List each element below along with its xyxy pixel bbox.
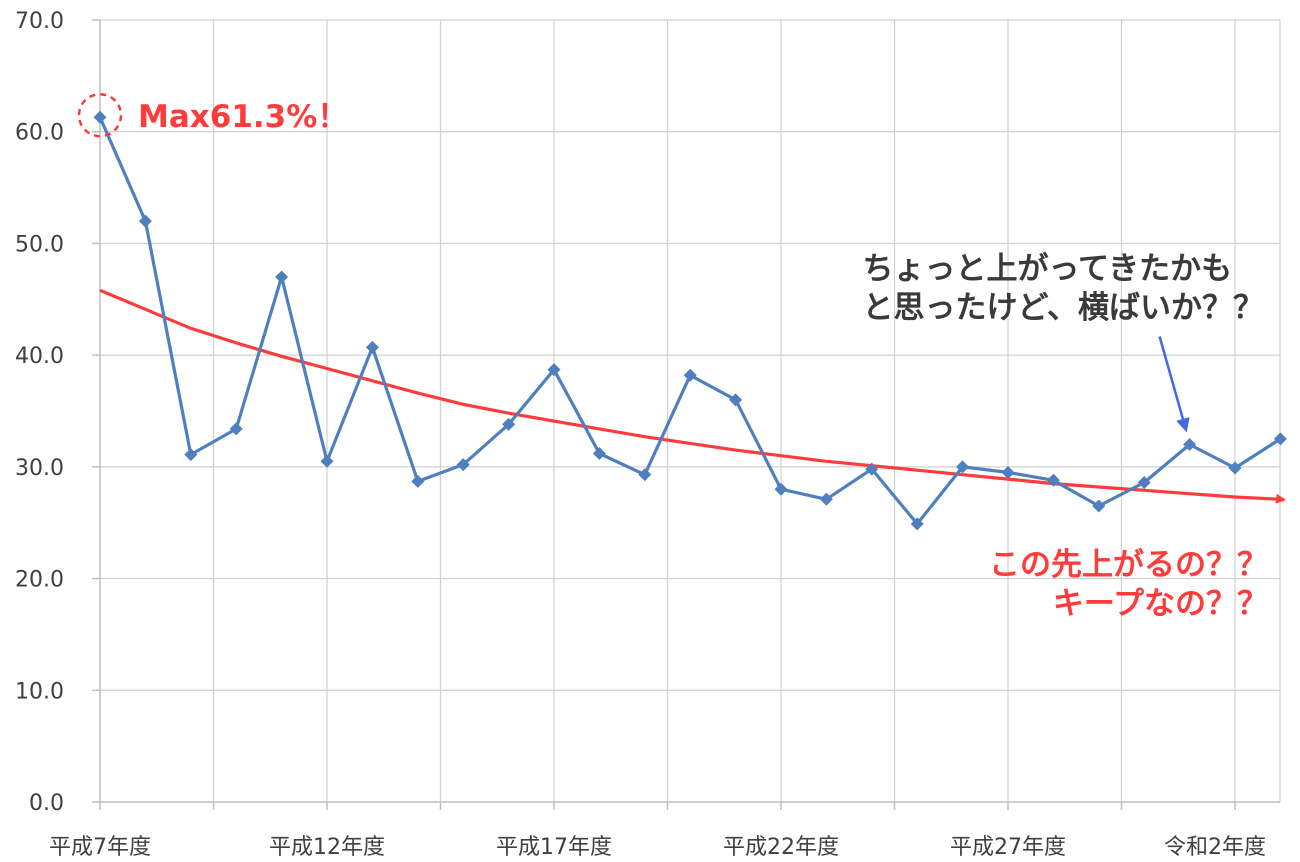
x-tick-label: 平成17年度 xyxy=(496,835,612,860)
future-comment: この先上がるの？？ キープなの？？ xyxy=(989,546,1268,624)
data-point xyxy=(138,214,152,228)
rising-comment: ちょっと上がってきたかも と思ったけど、横ばいか？？ xyxy=(863,250,1264,328)
data-point xyxy=(93,110,107,124)
data-point xyxy=(865,462,879,476)
rising-comment-line-2: と思ったけど、横ばいか？？ xyxy=(862,289,1264,326)
pointer-arrow xyxy=(1158,336,1190,433)
grid xyxy=(100,19,1281,802)
y-tick-label: 50.0 xyxy=(15,232,64,257)
y-tick-label: 10.0 xyxy=(15,679,64,704)
x-tick-label: 平成12年度 xyxy=(269,835,385,860)
series xyxy=(93,110,1287,531)
data-point xyxy=(1273,432,1287,446)
data-point xyxy=(456,458,470,472)
data-point xyxy=(1228,461,1242,475)
data-point xyxy=(729,393,743,407)
data-point xyxy=(320,454,334,468)
data-point xyxy=(1001,465,1015,479)
data-point xyxy=(229,422,243,436)
data-point xyxy=(1183,438,1197,452)
y-tick-label: 60.0 xyxy=(15,121,64,146)
data-point xyxy=(184,448,198,462)
axes: 0.0 10.0 20.0 30.0 40.0 50.0 60.0 70.0 平成7年度 平成12… xyxy=(15,9,1280,860)
data-point xyxy=(592,446,606,460)
x-tick-label: 令和2年度 xyxy=(1164,835,1266,860)
data-point xyxy=(411,474,425,488)
y-tick-label: 70.0 xyxy=(15,9,64,34)
data-point xyxy=(819,492,833,506)
y-tick-label: 30.0 xyxy=(15,456,64,481)
trendline-path xyxy=(99,288,1286,504)
data-point xyxy=(275,270,289,284)
data-point xyxy=(956,460,970,474)
y-tick-label: 0.0 xyxy=(29,791,64,816)
data-point xyxy=(910,517,924,531)
x-tick-label: 平成27年度 xyxy=(950,835,1066,860)
annotation-decor xyxy=(77,92,1190,433)
data-point xyxy=(638,468,652,482)
data-point xyxy=(1046,473,1060,487)
max-annotation: Max61.3%！ xyxy=(138,98,348,137)
rising-comment-line-1: ちょっと上がってきたかも xyxy=(862,251,1233,287)
data-point xyxy=(365,340,379,354)
x-tick-label: 平成22年度 xyxy=(723,835,839,860)
data-point xyxy=(683,368,697,382)
future-comment-line-1: この先上がるの？？ xyxy=(989,547,1268,583)
trendline xyxy=(99,288,1286,504)
data-point xyxy=(547,363,561,377)
future-comment-line-2: キープなの？？ xyxy=(1052,585,1268,622)
max-annotation-text: Max61.3%！ xyxy=(138,99,349,135)
data-point xyxy=(1137,475,1151,489)
y-tick-label: 20.0 xyxy=(15,568,64,593)
data-point xyxy=(502,417,516,431)
data-point xyxy=(1092,499,1106,513)
y-tick-label: 40.0 xyxy=(15,344,64,369)
x-tick-label: 平成7年度 xyxy=(49,835,151,860)
data-point xyxy=(774,482,788,496)
